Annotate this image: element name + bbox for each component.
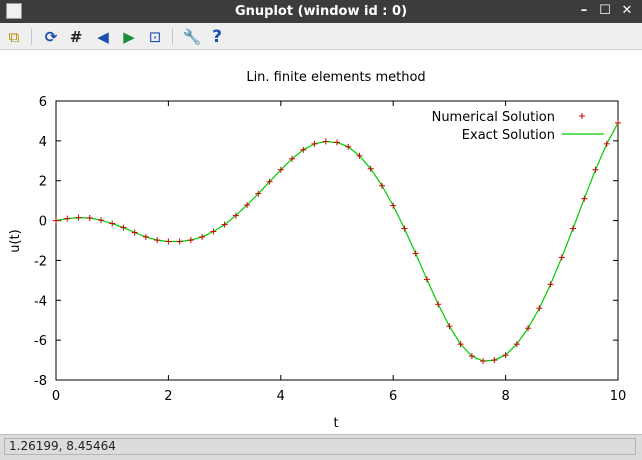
numerical-point [232, 212, 239, 219]
numerical-point [401, 225, 408, 232]
numerical-point [581, 195, 588, 202]
numerical-point [547, 281, 554, 288]
numerical-point [322, 138, 329, 145]
numerical-point [176, 238, 183, 245]
numerical-point [446, 323, 453, 330]
numerical-point [367, 165, 374, 172]
numerical-point [570, 225, 577, 232]
numerical-point [558, 254, 565, 261]
numerical-point [75, 214, 82, 221]
numerical-point [120, 224, 127, 231]
x-tick-label: 4 [277, 389, 285, 404]
toolbar-separator [172, 28, 173, 45]
numerical-point [457, 341, 464, 348]
numerical-point [97, 217, 104, 224]
numerical-point [142, 233, 149, 240]
y-axis-label: u(t) [8, 229, 23, 252]
numerical-point [468, 353, 475, 360]
numerical-point [390, 202, 397, 209]
mouse-coordinates: 1.26199, 8.45464 [4, 438, 636, 455]
status-bar: 1.26199, 8.45464 [0, 434, 642, 460]
numerical-point [536, 305, 543, 312]
y-tick-label: 6 [39, 95, 47, 110]
legend: Numerical Solution Exact Solution [432, 110, 604, 143]
y-tick-label: -4 [34, 294, 47, 309]
x-tick-label: 8 [501, 389, 509, 404]
numerical-point [378, 182, 385, 189]
copy-to-clipboard-icon[interactable]: ⧉ [8, 28, 20, 46]
numerical-point [187, 237, 194, 244]
maximize-button[interactable]: ☐ [599, 3, 611, 18]
numerical-point [131, 229, 138, 236]
plot-border [55, 100, 619, 381]
options-wrench-icon[interactable]: 🔧 [182, 28, 202, 46]
y-tick-label: 4 [39, 135, 47, 150]
numerical-point [435, 301, 442, 308]
y-tick-label: -2 [34, 254, 47, 269]
plot-area[interactable]: Lin. finite elements method 0 2 4 6 8 10 -8 -6 -… [0, 51, 642, 434]
numerical-point [334, 139, 340, 146]
gnuplot-app-icon [6, 3, 22, 19]
replot-icon[interactable]: ⟳ [44, 28, 58, 46]
legend-numerical-label: Numerical Solution [432, 110, 555, 125]
numerical-point [513, 341, 520, 348]
numerical-point [86, 214, 93, 221]
window-titlebar[interactable]: Gnuplot (window id : 0) – ☐ ✕ [0, 0, 642, 23]
next-zoom-icon[interactable]: ▶ [123, 28, 135, 46]
numerical-point [109, 220, 116, 227]
exact-solution-line [55, 122, 619, 362]
numerical-point [525, 325, 532, 332]
numerical-point [300, 146, 307, 153]
numerical-point [345, 143, 352, 150]
numerical-point [165, 238, 172, 245]
legend-exact-label: Exact Solution [462, 128, 555, 143]
numerical-point [154, 237, 161, 244]
numerical-point [423, 276, 430, 283]
toolbar: ⧉ ⟳ # ◀ ▶ ⊡ 🔧 ? [0, 23, 642, 50]
numerical-point [255, 190, 262, 197]
numerical-point [266, 178, 273, 185]
x-tick-label: 10 [610, 389, 627, 404]
y-tick-label: 2 [39, 175, 47, 190]
autoscale-icon[interactable]: ⊡ [148, 28, 162, 46]
legend-numerical-marker [579, 113, 585, 119]
help-icon[interactable]: ? [212, 27, 222, 47]
numerical-point [53, 217, 59, 224]
numerical-point [603, 140, 610, 147]
grid-icon[interactable]: # [69, 28, 83, 46]
minimize-button[interactable]: – [580, 3, 588, 18]
window-title: Gnuplot (window id : 0) [234, 4, 408, 19]
x-tick-label: 0 [52, 389, 60, 404]
numerical-point [356, 152, 363, 159]
y-tick-label: -8 [34, 374, 47, 389]
numerical-point [412, 250, 419, 257]
numerical-point [491, 357, 498, 364]
numerical-point [221, 221, 228, 228]
numerical-point [480, 358, 487, 365]
x-axis-label: t [333, 416, 338, 431]
chart-title: Lin. finite elements method [246, 70, 425, 85]
x-tick-label: 6 [389, 389, 397, 404]
numerical-point [615, 119, 621, 126]
x-tick-label: 2 [164, 389, 172, 404]
numerical-point [289, 155, 296, 162]
numerical-point [210, 228, 217, 235]
numerical-point [64, 215, 71, 222]
numerical-point [592, 166, 599, 173]
numerical-point [277, 166, 284, 173]
y-tick-label: -6 [34, 334, 47, 349]
numerical-point [311, 140, 318, 147]
numerical-point [244, 202, 251, 209]
previous-zoom-icon[interactable]: ◀ [97, 28, 109, 46]
y-tick-label: 0 [39, 215, 47, 230]
chart-svg: Lin. finite elements method 0 2 4 6 8 10 -8 -6 -… [8, 70, 627, 431]
numerical-point [502, 352, 509, 359]
close-button[interactable]: ✕ [621, 3, 633, 18]
numerical-point [199, 233, 206, 240]
toolbar-separator [31, 28, 32, 45]
